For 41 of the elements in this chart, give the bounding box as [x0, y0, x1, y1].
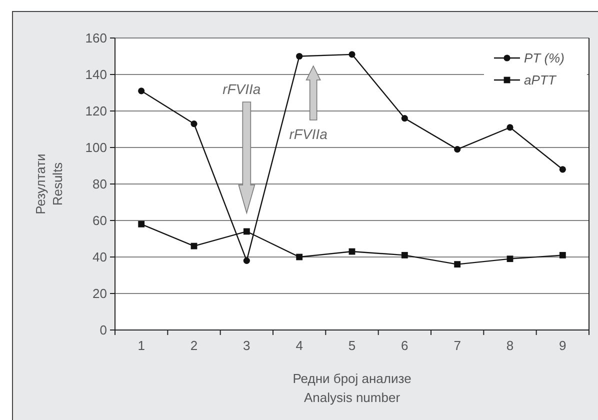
y-tick-label: 120: [85, 104, 107, 119]
x-tick-label: 6: [401, 338, 408, 353]
annotation: rFVIIa: [222, 81, 261, 97]
legend-label: PT (%): [524, 50, 564, 66]
y-tick-label: 0: [100, 322, 107, 338]
point: [454, 146, 461, 153]
x-tick-label: 2: [190, 338, 198, 353]
point: [506, 124, 514, 131]
point: [138, 220, 145, 228]
y-tick-label: 80: [92, 176, 107, 192]
annotation: rFVIIa: [289, 126, 328, 142]
point: [454, 261, 461, 268]
y-tick-label: 140: [85, 67, 107, 82]
point: [243, 257, 250, 264]
x-tick-label: 8: [506, 338, 514, 353]
point: [506, 256, 514, 262]
point: [559, 166, 566, 173]
x-tick-label: 1: [138, 338, 145, 353]
point: [559, 252, 566, 258]
x-tick-label: 5: [348, 338, 356, 353]
y-tick-label: 40: [92, 250, 107, 265]
point: [243, 228, 250, 235]
x-tick-label: 9: [559, 338, 566, 353]
x-tick-label: 3: [243, 338, 250, 353]
x-tick-label: 7: [454, 338, 461, 353]
point: [190, 120, 198, 128]
point: [348, 51, 356, 58]
x-tick-label: 4: [296, 338, 303, 353]
y-tick-label: 20: [92, 286, 107, 302]
y-tick-label: 60: [92, 213, 107, 228]
point: [401, 252, 408, 258]
point: [401, 115, 408, 122]
y-axis-title: Резултати Results: [33, 154, 65, 214]
y-tick-label: 160: [85, 30, 107, 46]
y-tick-label: 100: [85, 140, 107, 156]
legend-label: aPTT: [524, 72, 557, 88]
point: [296, 52, 303, 60]
x-axis-title: Редни број анализе Analysis number: [292, 371, 412, 405]
point: [296, 254, 303, 260]
point: [190, 242, 198, 250]
point: [138, 88, 145, 94]
